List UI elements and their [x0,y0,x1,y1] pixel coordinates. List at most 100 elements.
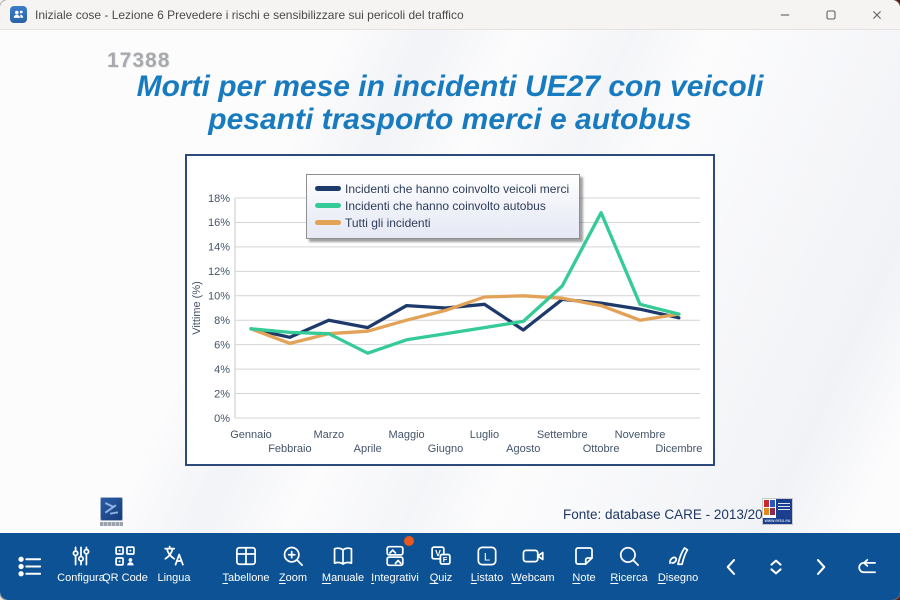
x-tick-label: Marzo [314,429,345,441]
toolbar-label-zoom: Zoom [278,572,308,584]
x-tick-label: Luglio [470,429,499,441]
series-line-0 [249,297,681,339]
y-tick-label: 16% [208,217,230,229]
legend-item-0: Incidenti che hanno coinvolto veicoli me… [315,180,569,197]
erso-logo-textlines [776,499,792,518]
y-tick-label: 0% [214,413,230,425]
mini-logo-mark [100,497,123,521]
series-line-2 [249,294,681,346]
x-tick-label: Settembre [537,429,588,441]
chart-panel: 0% 2% 4% 6% 8% 10% 12% 14% 16% 18% Vittime (%) Genn… [185,154,715,466]
legend-swatch [315,203,341,208]
y-tick-label: 18% [208,193,230,205]
slide-title-line1: Morti per mese in incidenti UE27 con vei… [136,70,764,103]
toolbar-button-quiz[interactable]: V F Quiz [412,533,470,600]
toolbar-button-integrativi[interactable]: Integrativi [366,533,424,600]
y-tick-label: 2% [214,388,230,400]
toolbar-label-qrcode: QR Code [102,572,148,584]
webcam-icon [520,543,546,569]
legend-swatch [315,220,341,225]
toolbar-button-ricerca[interactable]: Ricerca [600,533,658,600]
note-icon [571,543,597,569]
y-tick-label: 6% [214,339,230,351]
erso-logo-url: www.erso.eu [763,518,792,524]
toolbar-button-disegno[interactable]: Disegno [649,533,707,600]
toolbar-button-menu[interactable] [1,533,59,600]
nav-button-scroll[interactable] [747,533,805,600]
y-tick-label: 8% [214,315,230,327]
toolbar-label-tabellone: Tabellone [222,572,270,584]
mini-logo-caption [100,522,123,526]
x-tick-label: Febbraio [268,443,311,455]
slide-title: Morti per mese in incidenti UE27 con vei… [0,70,900,136]
toolbar-label-integrativi: Integrativi [371,572,419,584]
legend-item-1: Incidenti che hanno coinvolto autobus [315,197,569,214]
y-tick-label: 4% [214,364,230,376]
toolbar-label-manuale: Manuale [321,572,365,584]
x-tick-label: Aprile [354,443,382,455]
legend-label: Incidenti che hanno coinvolto veicoli me… [345,181,570,196]
y-tick-label: 12% [208,266,230,278]
return-arrow-icon [853,554,879,580]
slide-number: 17388 [107,49,171,72]
erso-logo-squares [763,499,776,518]
x-tick-label: Ottobre [583,443,620,455]
window-title: Iniziale cose - Lezione 6 Prevedere i ri… [35,7,464,22]
zoom-in-icon [280,543,306,569]
toolbar-label-configura: Configura [57,572,105,584]
titlebar: Iniziale cose - Lezione 6 Prevedere i ri… [0,0,900,30]
toolbar-button-qrcode[interactable]: QR Code [96,533,154,600]
toolbar-button-lingua[interactable]: Lingua [145,533,203,600]
erso-logo: www.erso.eu [762,498,793,525]
toolbar-label-note: Note [572,572,596,584]
x-tick-label: Dicembre [655,443,702,455]
toolbar-button-listato[interactable]: L Listato [458,533,516,600]
book-icon [330,543,356,569]
x-tick-label: Agosto [506,443,540,455]
legend-label: Incidenti che hanno coinvolto autobus [345,198,546,213]
series-line-1 [249,211,681,355]
toolbar: Configura QR Code Lingua Tabellone Zoom Manua… [0,533,900,600]
slide-area: 17388 Morti per mese in incidenti UE27 c… [0,30,900,533]
toolbar-button-note[interactable]: Note [555,533,613,600]
svg-text:L: L [484,552,490,564]
toolbar-label-webcam: Webcam [511,572,555,584]
sliders-icon [68,543,94,569]
minimize-button[interactable] [762,0,808,29]
y-axis-label: Vittime (%) [191,281,203,335]
menu-list-icon [16,552,45,581]
svg-text:F: F [443,555,448,564]
toolbar-button-webcam[interactable]: Webcam [504,533,562,600]
toolbar-label-lingua: Lingua [157,572,191,584]
close-button[interactable] [854,0,900,29]
x-tick-label: Maggio [389,429,425,441]
legend-item-2: Tutti gli incidenti [315,214,569,231]
svg-text:V: V [435,548,441,558]
qr-code-icon [112,543,138,569]
app-mini-logo [100,497,123,526]
search-icon [616,543,642,569]
legend-swatch [315,186,341,191]
source-text: Fonte: database CARE - 2013/2023 [563,507,778,522]
notification-badge [404,536,414,546]
app-icon-people [10,6,27,23]
toolbar-button-configura[interactable]: Configura [52,533,110,600]
grid-icon [233,543,259,569]
toolbar-button-tabellone[interactable]: Tabellone [217,533,275,600]
chevron-left-icon [718,554,744,580]
toolbar-label-quiz: Quiz [429,572,453,584]
nav-button-next[interactable] [792,533,850,600]
slide-title-line2: pesanti trasporto merci e autobus [208,103,692,136]
nav-button-return[interactable] [837,533,895,600]
nav-button-prev[interactable] [702,533,760,600]
toolbar-button-zoom[interactable]: Zoom [264,533,322,600]
y-tick-label: 14% [208,242,230,254]
maximize-button[interactable] [808,0,854,29]
pen-icon [665,543,691,569]
images-icon [382,543,408,569]
toolbar-button-manuale[interactable]: Manuale [314,533,372,600]
legend-label: Tutti gli incidenti [345,215,431,230]
toolbar-label-disegno: Disegno [657,572,699,584]
window-controls [762,0,900,29]
